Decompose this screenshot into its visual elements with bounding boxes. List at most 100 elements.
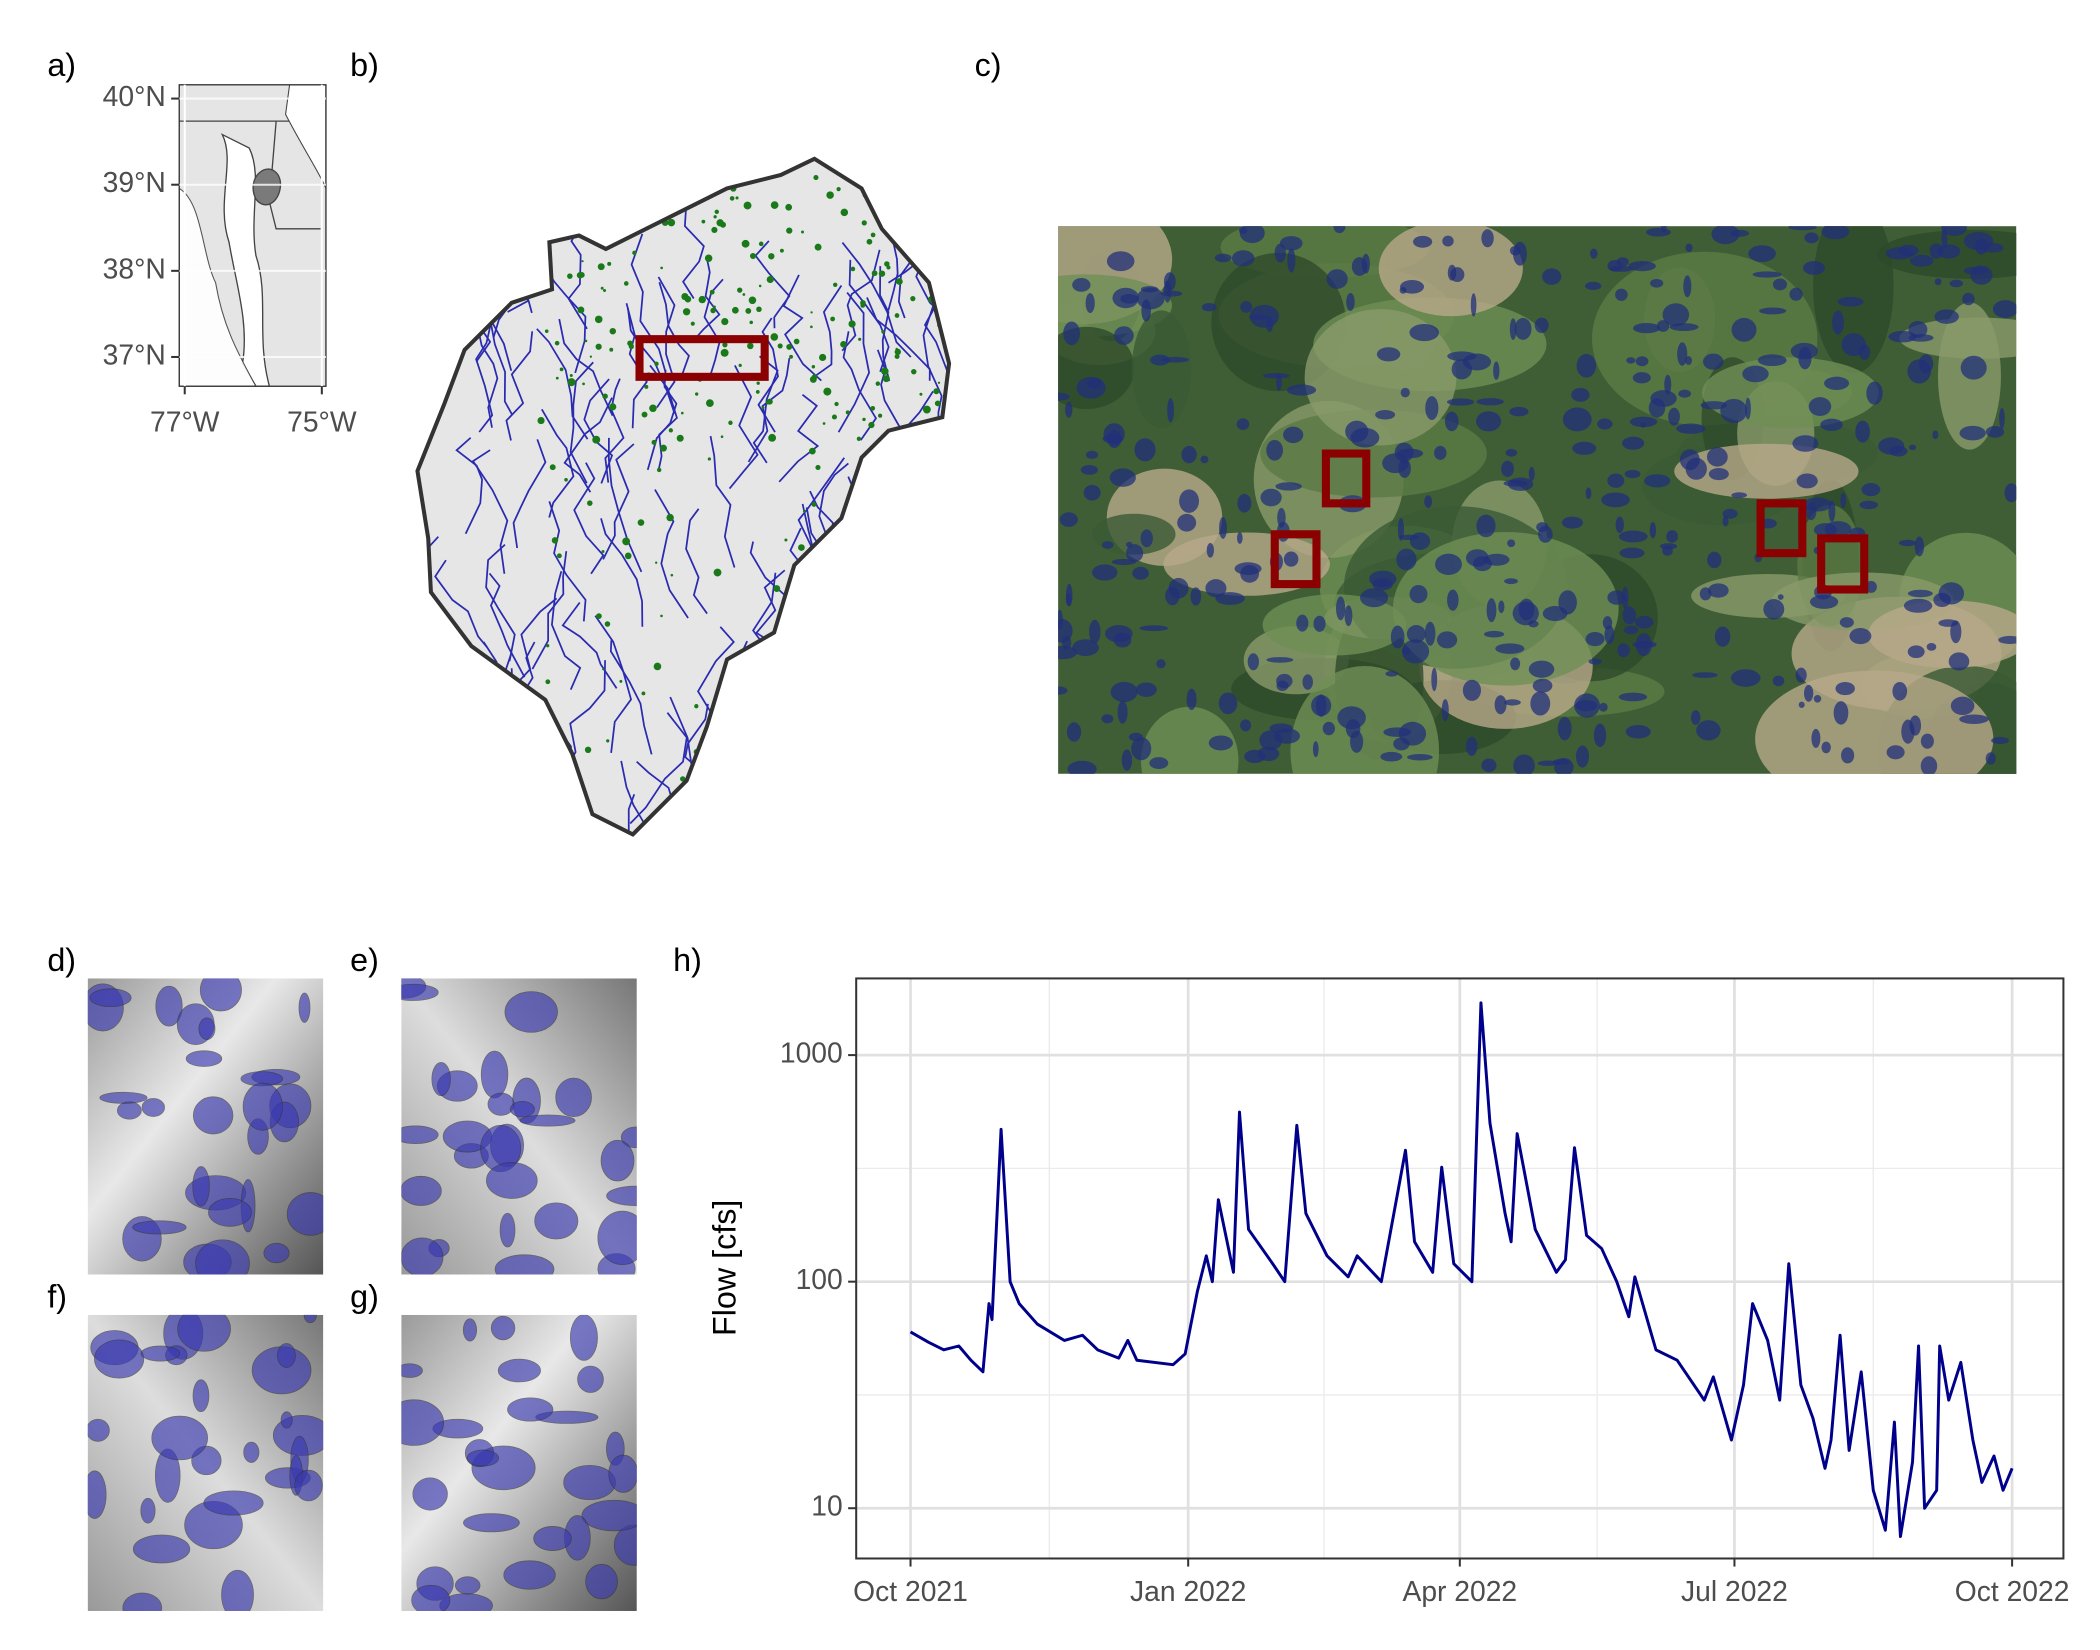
wetland	[1131, 737, 1152, 761]
wetland	[1360, 588, 1389, 608]
stream	[455, 437, 483, 535]
wetland-patch	[758, 241, 764, 247]
wetland-patch	[743, 201, 752, 210]
wetland-patch	[730, 705, 736, 712]
wetland-patch	[713, 305, 716, 309]
wetland	[1618, 692, 1648, 702]
stream	[433, 671, 467, 779]
wetland	[1885, 247, 1914, 260]
wetland	[1722, 515, 1729, 527]
wetland-patch	[790, 627, 793, 631]
wetland	[1938, 582, 1965, 605]
wetland-patch	[934, 400, 941, 407]
wetland	[199, 978, 242, 1012]
wetland	[1240, 565, 1260, 583]
wetland-patch	[834, 401, 839, 407]
wetland	[1296, 614, 1309, 632]
stream	[627, 794, 663, 835]
wetland	[1177, 513, 1197, 532]
stream	[434, 559, 488, 648]
wetland-patch	[826, 191, 834, 199]
wetland	[1447, 351, 1477, 361]
wetland	[1752, 271, 1782, 278]
wetland-patch	[704, 254, 713, 263]
wetland	[1696, 720, 1721, 741]
stream	[705, 770, 758, 835]
wetland	[1866, 381, 1883, 405]
site-box	[1756, 499, 1807, 558]
wetland	[94, 1339, 145, 1379]
wetland-patch	[690, 321, 695, 326]
wetland	[1907, 645, 1925, 659]
wetland	[1462, 679, 1482, 701]
wetland-patch	[914, 790, 922, 798]
wetland	[1632, 372, 1651, 384]
wetland-patch	[701, 219, 706, 224]
wetland-patch	[595, 343, 602, 350]
flow-line	[909, 1001, 2014, 1539]
stream	[704, 785, 741, 835]
wetland	[1072, 277, 1091, 292]
panel-label: a)	[47, 47, 76, 83]
wetland	[569, 1314, 598, 1361]
wetland	[1597, 418, 1613, 430]
wetland-patch	[926, 224, 932, 230]
wetland	[1080, 465, 1098, 475]
stream	[511, 184, 545, 291]
wetland	[1795, 667, 1807, 683]
wetland	[519, 1114, 576, 1127]
wetland-patch	[569, 374, 573, 378]
wetland-patch	[758, 284, 762, 288]
wetland	[1865, 580, 1877, 593]
wetland-patch	[720, 221, 726, 228]
panel-label: d)	[47, 942, 76, 978]
stream	[682, 205, 705, 299]
wetland	[1678, 389, 1691, 398]
wetland-patch	[660, 266, 663, 270]
stream	[609, 640, 653, 755]
wetland	[1513, 754, 1535, 774]
wetland	[1707, 583, 1729, 598]
wetland	[1703, 353, 1724, 370]
wetland-patch	[918, 452, 923, 456]
wetland-patch	[922, 405, 931, 414]
y-tick-label: 10	[811, 1490, 842, 1522]
wetland	[1269, 723, 1293, 734]
wetland-patch	[720, 348, 729, 357]
wetland-patch	[589, 355, 593, 358]
wetland-patch	[878, 413, 883, 418]
x-tick-label: Oct 2021	[853, 1575, 968, 1607]
wetland	[1635, 356, 1649, 367]
wetland-patch	[649, 404, 657, 413]
wetland-patch	[660, 207, 666, 214]
wetland-patch	[575, 780, 580, 785]
wetland	[1407, 754, 1433, 761]
wetland-patch	[819, 353, 827, 362]
wetland-patch	[904, 533, 908, 537]
wetland	[1821, 226, 1850, 240]
wetland	[1837, 296, 1864, 307]
wetland	[1396, 548, 1417, 571]
wetland	[1991, 736, 2010, 745]
wetland	[1528, 660, 1555, 678]
wetland-patch	[705, 176, 711, 182]
wetland	[198, 1017, 216, 1040]
wetland	[1589, 248, 1598, 259]
wetland	[509, 1100, 535, 1118]
wetland	[1574, 693, 1600, 718]
wetland	[2004, 483, 2017, 503]
stream	[901, 626, 932, 715]
wetland-patch	[766, 275, 774, 284]
wetland	[243, 1441, 260, 1463]
wetland	[1383, 727, 1412, 737]
wetland	[1369, 570, 1397, 588]
wetland	[581, 1499, 637, 1532]
site-boxes	[1270, 449, 1869, 594]
wetland-patch	[813, 175, 819, 181]
wetland	[1126, 544, 1144, 563]
wetland-patch	[546, 644, 550, 648]
wetland-patch	[903, 230, 912, 238]
wetland	[1514, 317, 1532, 340]
land-patch	[1140, 706, 1239, 774]
wetland	[1962, 292, 1975, 306]
